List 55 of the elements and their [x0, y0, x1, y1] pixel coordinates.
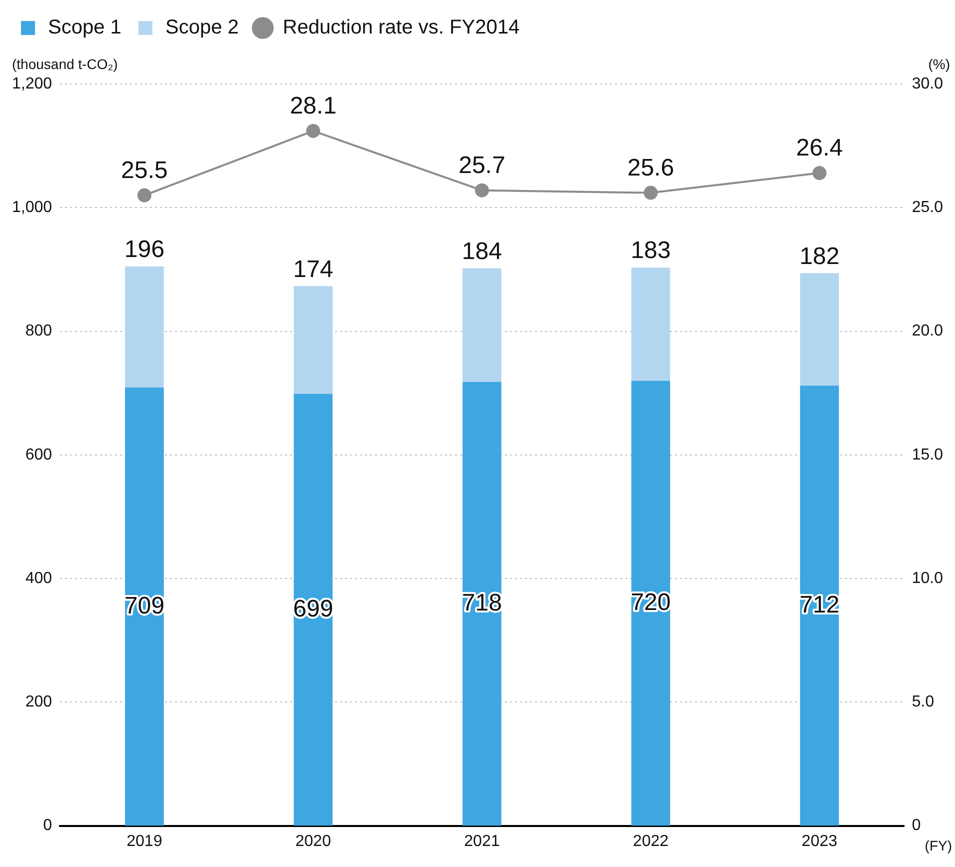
- y2-tick-label: 10.0: [912, 570, 944, 587]
- point: [137, 188, 152, 202]
- data-label: 25.5: [121, 156, 168, 184]
- legend-label: Scope 2: [165, 16, 239, 39]
- y2-tick-label: 30.0: [912, 75, 944, 92]
- data-label: 712: [799, 591, 840, 618]
- data-label: 718: [462, 590, 502, 617]
- data-label: 699: [293, 595, 334, 622]
- bar: [125, 266, 164, 388]
- y-tick-label: 0: [43, 817, 52, 834]
- y-tick-label: 1,200: [12, 75, 52, 92]
- bar: [294, 286, 333, 394]
- y-tick-label: 600: [25, 446, 52, 464]
- bar: [294, 394, 333, 826]
- x-tick-label: 2023: [802, 832, 838, 850]
- y-tick-label: 1,000: [12, 199, 52, 216]
- point: [306, 124, 320, 138]
- point: [812, 166, 826, 180]
- point: [644, 186, 658, 200]
- point: [474, 183, 489, 198]
- data-label: 25.7: [458, 152, 506, 179]
- y2-axis-title: (%): [928, 56, 950, 72]
- data-label: 28.1: [290, 92, 337, 120]
- x-tick-label: 2020: [295, 832, 332, 850]
- data-label: 182: [799, 242, 840, 270]
- x-tick-label: 2019: [126, 832, 162, 850]
- data-label: 183: [630, 237, 671, 264]
- bar: [800, 386, 839, 826]
- data-label: 196: [124, 236, 164, 263]
- y2-tick-label: 20.0: [912, 322, 944, 340]
- y-tick-label: 800: [25, 322, 52, 340]
- data-label: 25.6: [627, 154, 674, 182]
- y2-tick-label: 5.0: [912, 694, 934, 711]
- y2-tick-label: 25.0: [912, 199, 944, 216]
- y-tick-label: 400: [25, 570, 52, 587]
- legend-label: Reduction rate vs. FY2014: [282, 16, 520, 39]
- data-label: 174: [293, 256, 334, 283]
- data-label: 26.4: [796, 134, 843, 162]
- bar: [631, 380, 670, 826]
- y-axis-title: (thousand t-CO₂): [12, 56, 118, 72]
- y2-tick-label: 0: [912, 817, 921, 834]
- y-tick-label: 200: [25, 694, 52, 711]
- legend-label: Scope 1: [48, 16, 122, 39]
- bar: [462, 268, 502, 382]
- data-label: 184: [462, 238, 502, 265]
- data-label: 709: [124, 592, 164, 620]
- bar: [125, 388, 164, 826]
- x-axis-title: (FY): [924, 838, 952, 854]
- x-tick-label: 2022: [632, 832, 669, 850]
- bar: [631, 268, 670, 381]
- bar: [462, 382, 502, 826]
- bar: [800, 273, 839, 386]
- data-label: 720: [630, 588, 671, 616]
- y2-tick-label: 15.0: [912, 446, 944, 464]
- x-tick-label: 2021: [464, 832, 500, 850]
